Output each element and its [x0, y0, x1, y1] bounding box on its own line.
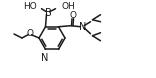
Text: N: N — [41, 53, 48, 63]
Text: O: O — [70, 11, 76, 20]
Text: HO: HO — [23, 2, 37, 11]
Text: B: B — [45, 8, 52, 18]
Text: O: O — [27, 29, 34, 39]
Text: OH: OH — [61, 2, 75, 11]
Text: N: N — [79, 22, 86, 32]
